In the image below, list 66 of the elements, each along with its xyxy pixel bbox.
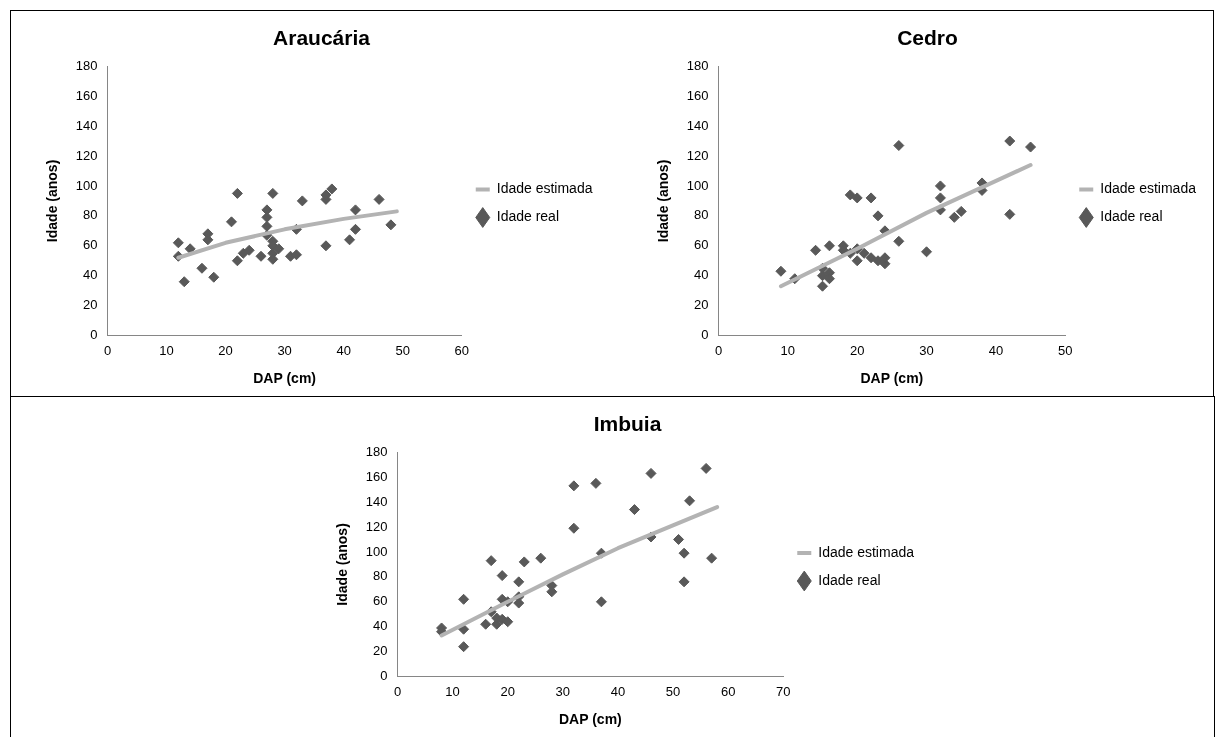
- x-tick-label: 50: [1058, 342, 1073, 358]
- y-tick-label: 180: [365, 443, 388, 459]
- chart-title: Cedro: [897, 26, 958, 50]
- y-tick-label: 20: [83, 297, 98, 313]
- x-tick-label: 30: [555, 683, 571, 699]
- x-tick-label: 50: [395, 342, 410, 358]
- y-tick-label: 180: [686, 57, 709, 73]
- y-tick-label: 120: [686, 147, 709, 163]
- y-tick-label: 40: [373, 618, 388, 634]
- y-tick-label: 100: [686, 177, 709, 193]
- y-tick-label: 180: [75, 57, 98, 73]
- x-tick-label: 60: [720, 683, 736, 699]
- chart-title: Araucária: [273, 26, 371, 50]
- y-tick-label: 80: [83, 207, 98, 223]
- y-axis-title: Idade (anos): [44, 159, 61, 243]
- legend-label: Idade real: [496, 208, 560, 225]
- x-tick-label: 20: [218, 342, 233, 358]
- y-tick-label: 80: [373, 568, 388, 584]
- y-tick-label: 40: [83, 267, 98, 283]
- chart-title: Imbuia: [593, 412, 662, 436]
- y-tick-label: 140: [686, 117, 709, 133]
- legend-label: Idade estimada: [1100, 180, 1197, 197]
- x-tick-label: 60: [454, 342, 469, 358]
- y-tick-label: 20: [694, 297, 709, 313]
- x-axis-title: DAP (cm): [860, 370, 924, 387]
- y-tick-label: 60: [373, 593, 388, 609]
- y-tick-label: 80: [694, 207, 709, 223]
- x-tick-label: 20: [849, 342, 865, 358]
- x-tick-label: 10: [159, 342, 174, 358]
- x-tick-label: 30: [277, 342, 292, 358]
- y-tick-label: 100: [75, 177, 98, 193]
- x-tick-label: 40: [988, 342, 1004, 358]
- y-tick-label: 160: [75, 87, 98, 103]
- y-tick-label: 120: [75, 147, 98, 163]
- x-tick-label: 40: [336, 342, 351, 358]
- x-tick-label: 30: [919, 342, 934, 358]
- y-tick-label: 160: [686, 87, 709, 103]
- y-tick-label: 160: [365, 468, 388, 484]
- y-axis-title: Idade (anos): [655, 159, 672, 243]
- y-tick-label: 120: [365, 518, 388, 534]
- y-tick-label: 0: [90, 327, 98, 343]
- x-tick-label: 10: [445, 683, 460, 699]
- x-tick-label: 70: [776, 683, 791, 699]
- y-tick-label: 60: [83, 237, 98, 253]
- y-axis-title: Idade (anos): [334, 523, 351, 606]
- y-tick-label: 40: [694, 267, 709, 283]
- y-tick-label: 0: [380, 668, 388, 684]
- y-tick-label: 140: [365, 493, 388, 509]
- x-axis-title: DAP (cm): [559, 711, 622, 728]
- y-tick-label: 140: [75, 117, 98, 133]
- y-tick-label: 0: [701, 327, 709, 343]
- legend-label: Idade estimada: [496, 180, 593, 197]
- x-tick-label: 0: [393, 683, 402, 699]
- legend-label: Idade real: [1100, 208, 1163, 225]
- x-tick-label: 50: [665, 683, 681, 699]
- legend-label: Idade real: [818, 571, 881, 588]
- y-tick-label: 20: [373, 643, 388, 659]
- y-tick-label: 100: [365, 543, 388, 559]
- x-tick-label: 10: [780, 342, 796, 358]
- x-tick-label: 0: [714, 342, 723, 358]
- x-tick-label: 20: [500, 683, 515, 699]
- y-tick-label: 60: [694, 237, 709, 253]
- x-axis-title: DAP (cm): [253, 370, 316, 387]
- x-tick-label: 0: [103, 342, 112, 358]
- x-tick-label: 40: [610, 683, 626, 699]
- legend-label: Idade estimada: [818, 543, 915, 560]
